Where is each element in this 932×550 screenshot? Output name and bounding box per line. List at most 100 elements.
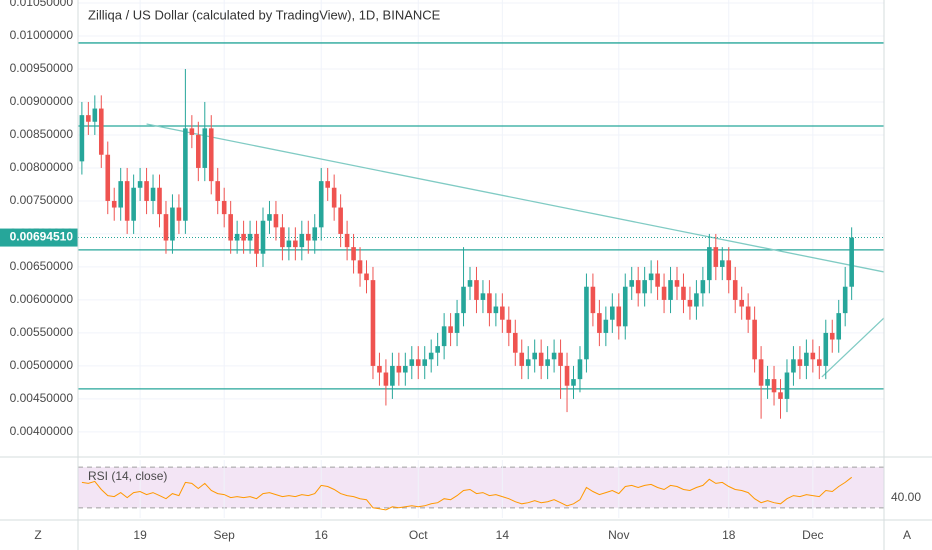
candle-body — [616, 306, 622, 327]
candle-body — [732, 280, 738, 300]
candle-body — [351, 247, 356, 261]
candle-body — [493, 306, 499, 314]
rsi-band — [78, 467, 884, 508]
candle-body — [726, 260, 732, 281]
button[interactable]: Z — [34, 528, 41, 542]
candle-body — [280, 227, 285, 248]
candle-body — [208, 128, 214, 182]
candle-body — [648, 273, 654, 281]
last-price-label: 0.00694510 — [10, 230, 74, 244]
candle-body — [111, 200, 117, 208]
button[interactable]: A — [903, 528, 911, 542]
x-tick-label: 19 — [133, 528, 147, 542]
candle-body — [842, 286, 848, 314]
candle-body — [286, 240, 292, 248]
candle-body — [836, 313, 842, 340]
candle-body — [668, 280, 673, 300]
candle-body — [196, 134, 201, 168]
candle-body — [713, 247, 719, 267]
candle-body — [124, 181, 130, 221]
candle-body — [655, 273, 660, 287]
candle-body — [228, 214, 233, 241]
y-tick-label: 0.00850000 — [10, 127, 74, 141]
candle-body — [390, 365, 395, 386]
candle-body — [765, 379, 770, 386]
candle-body — [681, 286, 686, 300]
candle-body — [441, 326, 447, 347]
rsi-tick-label: 40.00 — [891, 490, 921, 504]
candle-body — [183, 128, 188, 221]
candle-body — [719, 260, 725, 267]
candle-body — [849, 237, 854, 287]
candle-body — [370, 280, 376, 366]
x-tick-label: 18 — [722, 528, 736, 542]
candle-body — [435, 346, 440, 353]
candle-body — [273, 214, 279, 228]
candle-body — [331, 187, 337, 208]
candle-body — [299, 233, 305, 248]
candle-body — [804, 352, 809, 366]
candle-body — [92, 108, 98, 122]
candle-body — [558, 352, 563, 366]
candle-body — [403, 365, 408, 373]
candle-body — [377, 365, 382, 373]
candle-body — [545, 359, 550, 366]
candle-body — [131, 187, 136, 221]
candle-body — [338, 207, 343, 234]
y-tick-label: 0.01000000 — [10, 28, 74, 42]
candle-body — [267, 214, 272, 221]
candle-body — [778, 392, 783, 399]
candle-body — [538, 352, 544, 366]
candle-body — [674, 280, 680, 287]
candle-body — [170, 207, 175, 241]
candle-body — [215, 181, 221, 201]
candle-body — [202, 128, 208, 168]
candle-body — [506, 319, 512, 333]
candle-body — [771, 379, 777, 393]
candle-body — [422, 359, 428, 366]
candle-body — [428, 352, 434, 360]
candle-body — [344, 233, 350, 248]
candle-body — [687, 299, 693, 307]
candle-body — [189, 128, 195, 135]
candle-body — [176, 207, 182, 221]
chart-title: Zilliqa / US Dollar (calculated by Tradi… — [88, 7, 441, 22]
candle-body — [325, 181, 330, 188]
candle-body — [603, 319, 609, 333]
candle-body — [758, 359, 764, 386]
candle-body — [810, 352, 816, 360]
y-tick-label: 0.00550000 — [10, 325, 74, 339]
rsi-line — [81, 476, 853, 511]
candle-body — [512, 332, 518, 353]
rsi-label: RSI (14, close) — [88, 469, 167, 483]
candle-body — [577, 359, 583, 380]
candle-body — [221, 200, 227, 215]
candle-body — [532, 352, 537, 360]
candle-body — [254, 233, 259, 254]
trend-line — [146, 123, 885, 273]
candle-body — [590, 286, 596, 314]
candle-body — [700, 280, 706, 294]
y-tick-label: 0.00900000 — [10, 94, 74, 108]
candle-body — [357, 260, 363, 274]
candle-body — [454, 313, 460, 333]
candle-body — [707, 247, 712, 281]
candle-body — [305, 233, 311, 241]
candle-body — [642, 280, 647, 294]
candle-body — [500, 306, 505, 320]
candle-body — [584, 286, 589, 360]
x-tick-label: 16 — [315, 528, 329, 542]
y-tick-label: 0.00650000 — [10, 259, 74, 273]
candle-body — [409, 359, 415, 366]
candle-body — [817, 359, 822, 366]
candle-body — [98, 108, 104, 155]
candle-body — [137, 181, 143, 188]
candle-body — [519, 352, 525, 366]
candle-body — [364, 273, 369, 281]
x-tick-label: Dec — [802, 528, 823, 542]
candle-body — [118, 181, 123, 208]
candle-body — [474, 280, 479, 300]
y-tick-label: 0.00500000 — [10, 358, 74, 372]
candle-body — [829, 332, 835, 340]
